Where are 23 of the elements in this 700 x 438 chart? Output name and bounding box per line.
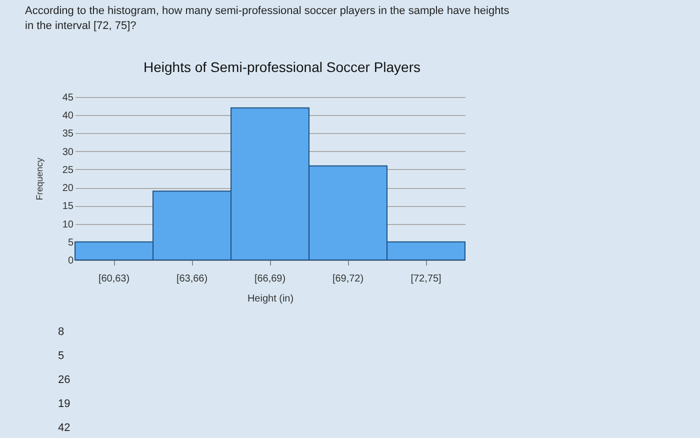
- x-tick-label: [60,63): [98, 274, 130, 284]
- x-tick-label: [63,66): [176, 274, 208, 284]
- y-tick-label: 30: [62, 146, 74, 158]
- text: 8: [58, 326, 64, 338]
- y-tick-label: 40: [62, 110, 74, 122]
- text: According to the histogram, how many semi-professional soccer players in the sample have heights in the interval [72, 75]?: [25, 5, 510, 32]
- y-tick-label: 25: [62, 164, 74, 176]
- y-axis-title: Frequency: [34, 157, 44, 200]
- y-tick-label: 45: [62, 92, 74, 104]
- y-tick-label: 15: [62, 201, 74, 212]
- chart-title: Heights of Semi-professional Soccer Players: [143, 59, 421, 75]
- y-tick-label: 35: [62, 128, 74, 140]
- y-tick-label: 20: [62, 183, 74, 194]
- text: 42: [58, 422, 70, 434]
- y-tick-label: 0: [68, 256, 74, 266]
- y-tick-label: 5: [68, 237, 74, 248]
- x-tick-label: [72,75]: [410, 274, 442, 284]
- x-axis-title: Height (in): [247, 294, 294, 304]
- x-tick-label: [66,69): [254, 274, 286, 284]
- y-tick-label: 10: [62, 219, 74, 230]
- x-tick-label: [69,72): [332, 274, 364, 284]
- text: 26: [58, 374, 70, 386]
- text: 19: [58, 398, 70, 410]
